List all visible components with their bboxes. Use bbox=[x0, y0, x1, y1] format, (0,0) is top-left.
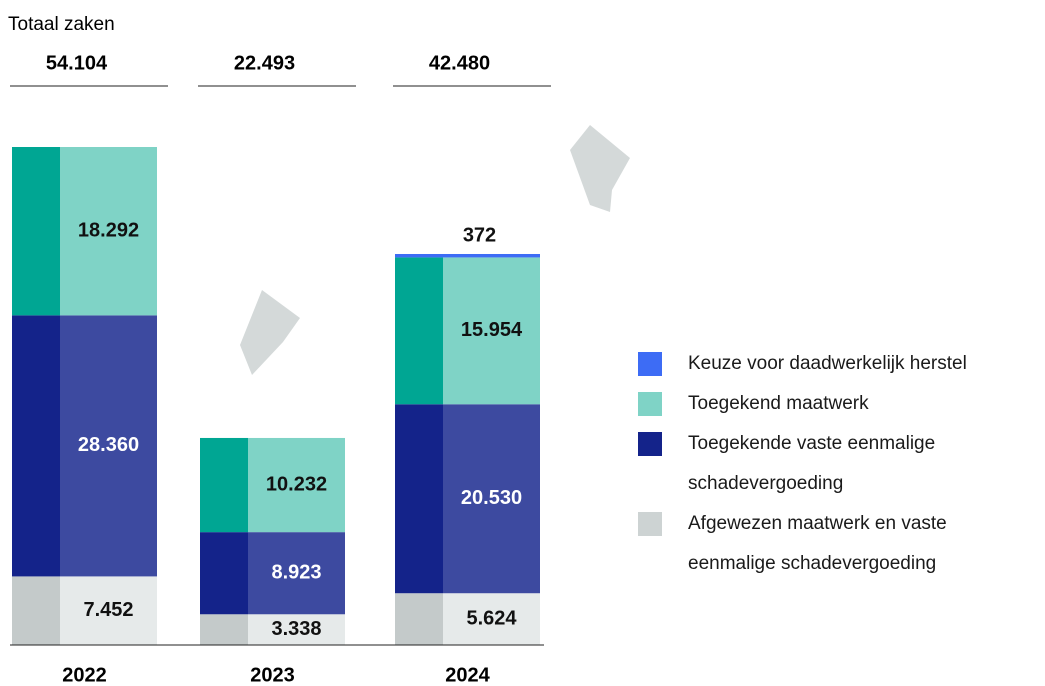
legend-label: Toegekend maatwerk bbox=[688, 393, 869, 414]
value-label: 5.624 bbox=[466, 607, 517, 629]
total-label: 22.493 bbox=[234, 52, 295, 74]
totals-title: Totaal zaken bbox=[8, 14, 115, 35]
bar-segment-dark bbox=[395, 593, 443, 645]
value-label: 7.452 bbox=[83, 599, 133, 621]
legend: Keuze voor daadwerkelijk herstel Toegeken… bbox=[638, 344, 978, 584]
legend-label: Keuze voor daadwerkelijk herstel bbox=[688, 353, 967, 374]
bar-segment-dark bbox=[200, 614, 248, 645]
value-label: 3.338 bbox=[271, 618, 321, 640]
legend-swatch bbox=[638, 512, 662, 536]
value-label: 20.530 bbox=[461, 487, 522, 509]
legend-label: Toegekende vaste eenmalige schadevergoed… bbox=[688, 433, 935, 494]
total-label: 54.104 bbox=[46, 52, 108, 74]
value-label: 18.292 bbox=[78, 219, 139, 241]
value-label: 15.954 bbox=[461, 319, 523, 341]
year-label: 2024 bbox=[445, 664, 490, 686]
legend-item: Keuze voor daadwerkelijk herstel bbox=[638, 344, 978, 384]
decoration bbox=[570, 125, 630, 212]
bar-segment-dark bbox=[200, 438, 248, 532]
bar-segment-dark bbox=[12, 147, 60, 315]
bar-segment-light bbox=[443, 254, 540, 257]
legend-item: Afgewezen maatwerk en vaste eenmalige sc… bbox=[638, 504, 978, 584]
value-label: 372 bbox=[463, 224, 496, 246]
bar-segment bbox=[395, 254, 540, 257]
decoration bbox=[240, 290, 300, 375]
year-label: 2023 bbox=[250, 664, 295, 686]
bar-segment-dark bbox=[12, 315, 60, 576]
legend-label: Afgewezen maatwerk en vaste eenmalige sc… bbox=[688, 513, 947, 574]
total-label: 42.480 bbox=[429, 52, 490, 74]
value-label: 28.360 bbox=[78, 434, 139, 456]
page: {"chart_data": { "type": "bar", "stacked… bbox=[0, 0, 1045, 686]
bar-segment-dark bbox=[395, 257, 443, 404]
bar-segment-dark bbox=[395, 254, 443, 257]
bar-segment-dark bbox=[12, 576, 60, 645]
legend-swatch bbox=[638, 392, 662, 416]
bar-segment-dark bbox=[200, 532, 248, 614]
value-label: 8.923 bbox=[271, 561, 321, 583]
year-label: 2022 bbox=[62, 664, 107, 686]
legend-swatch bbox=[638, 432, 662, 456]
legend-item: Toegekend maatwerk bbox=[638, 384, 978, 424]
bar-segment-dark bbox=[395, 404, 443, 593]
legend-item: Toegekende vaste eenmalige schadevergoed… bbox=[638, 424, 978, 504]
value-label: 10.232 bbox=[266, 473, 327, 495]
legend-swatch bbox=[638, 352, 662, 376]
